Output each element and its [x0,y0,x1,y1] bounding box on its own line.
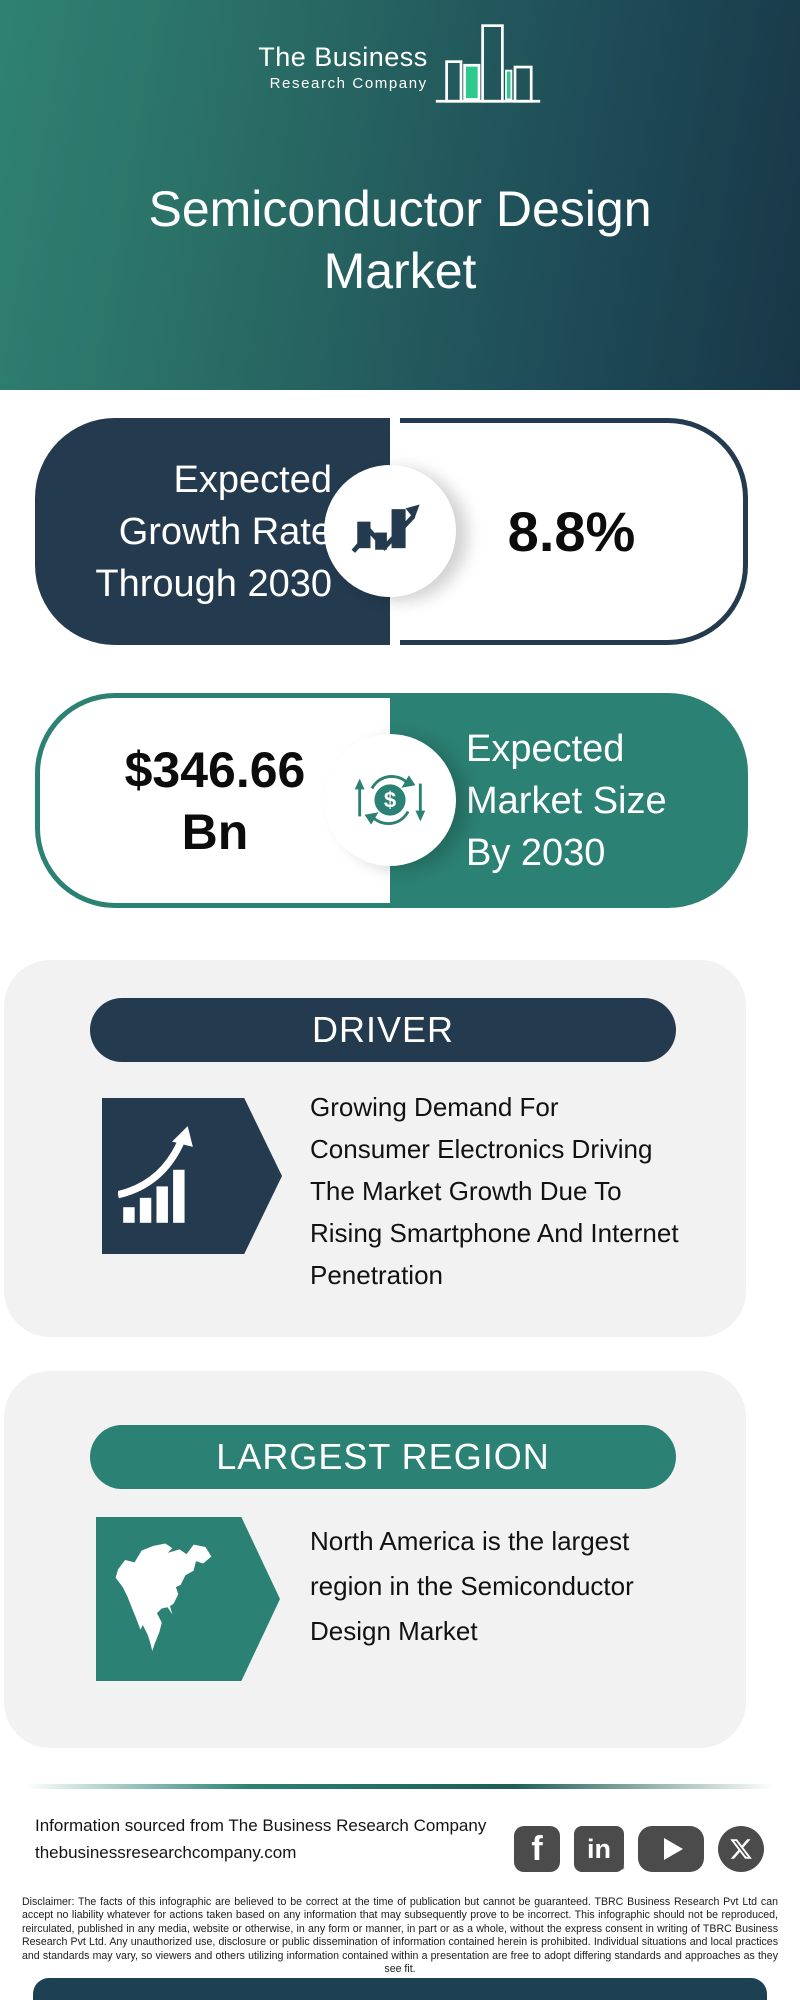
region-text-line1: North America is the largest [310,1526,630,1556]
region-card: LARGEST REGION North America is the larg… [4,1371,746,1748]
market-size-label-line1: Expected [466,727,625,770]
market-size-label-line2: Market Size [466,779,667,822]
driver-title-pill: DRIVER [90,998,676,1062]
driver-badge [102,1098,282,1254]
driver-text-line5: Penetration [310,1260,443,1290]
market-size-label-line3: By 2030 [466,831,606,874]
linkedin-glyph: in [587,1833,611,1864]
growth-label-line3: Through 2030 [95,562,332,605]
footer-divider [25,1784,775,1789]
x-logo-glyph [730,1839,752,1859]
growth-rate-label-pill: Expected Growth Rate Through 2030 [35,418,390,645]
bar-chart-logo-icon [435,24,540,103]
social-row: f in ™ [514,1826,764,1874]
growth-rate-value: 8.8% [507,500,636,563]
region-title: LARGEST REGION [216,1436,550,1477]
source-line1: Information sourced from The Business Re… [35,1816,487,1835]
website-link[interactable]: thebusinessresearchcompany.com [35,1843,297,1862]
driver-text-line4: Rising Smartphone And Internet [310,1218,679,1248]
svg-text:$: $ [384,787,396,812]
title-line-1: Semiconductor Design [148,181,652,237]
money-icon-circle: $ [324,734,456,866]
facebook-glyph: f [531,1829,543,1868]
youtube-icon[interactable] [638,1826,704,1872]
disclaimer-text: Disclaimer: The facts of this infographi… [22,1896,778,1976]
growth-bars-arrow-icon [118,1126,193,1223]
x-icon[interactable] [718,1826,764,1872]
driver-card: DRIVER Growing Demand For Consumer Elect… [4,960,746,1337]
linkedin-icon[interactable]: in ™ [574,1826,625,1874]
region-badge [96,1517,280,1681]
region-title-pill: LARGEST REGION [90,1425,676,1489]
logo-text: The Business Research Company [258,42,428,106]
driver-text-line2: Consumer Electronics Driving [310,1134,653,1164]
brand-logo: The Business Research Company [0,20,800,106]
growth-label-line2: Growth Rate [118,510,332,553]
market-size-label-pill: Expected Market Size By 2030 [390,693,748,908]
facebook-icon[interactable]: f [514,1826,560,1872]
driver-title: DRIVER [311,1009,455,1050]
driver-text-line1: Growing Demand For [310,1092,559,1122]
logo-line2: Research Company [269,75,428,92]
logo-line1: The Business [258,42,428,72]
driver-text: Growing Demand For Consumer Electronics … [310,1086,679,1296]
region-text-line2: region in the Semiconductor [310,1571,634,1601]
driver-text-line3: The Market Growth Due To [310,1176,622,1206]
region-text-line3: Design Market [310,1616,478,1646]
market-size-value-line1: $346.66 [124,741,306,798]
title-line-2: Market [323,243,477,299]
youtube-play-glyph [663,1838,683,1860]
growth-label-line1: Expected [173,458,332,501]
page-title: Semiconductor Design Market [0,178,800,302]
growth-rate-value-pill: 8.8% [400,418,748,645]
region-text: North America is the largest region in t… [310,1519,634,1654]
market-size-value-line2: Bn [181,803,249,860]
linkedin-tm: ™ [617,1865,625,1874]
growth-trend-icon [351,504,420,553]
header-banner: The Business Research Company Semiconduc… [0,0,800,390]
growth-icon-circle [324,465,456,597]
money-exchange-icon: $ [354,775,426,825]
bottom-bar [33,1978,767,2000]
north-america-map-icon [115,1543,212,1651]
source-info: Information sourced from The Business Re… [35,1812,486,1866]
